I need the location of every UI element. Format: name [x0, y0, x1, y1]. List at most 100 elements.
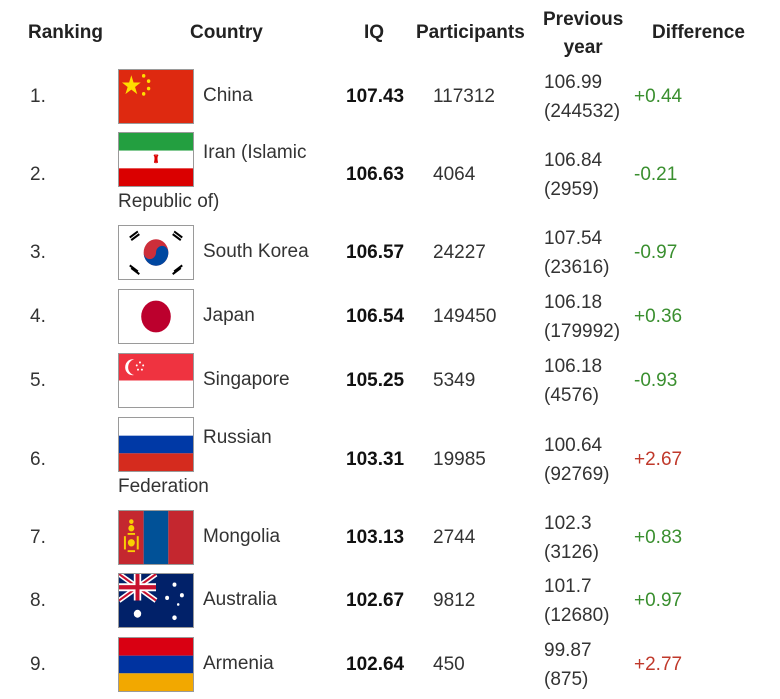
header-difference: Difference [652, 22, 745, 43]
previous-iq: 106.18 [544, 356, 603, 377]
australia-flag-icon [119, 574, 193, 627]
country-name-line1: South Korea [203, 241, 309, 262]
difference-cell: -0.97 [634, 242, 678, 263]
rank-cell: 7. [30, 527, 46, 548]
iq-cell: 106.54 [346, 306, 405, 327]
iq-cell: 106.63 [346, 164, 405, 185]
participants-cell: 450 [433, 654, 465, 675]
difference-cell: -0.21 [634, 164, 678, 185]
iran-flag [118, 132, 194, 187]
singapore-flag-icon [119, 354, 193, 407]
participants-cell: 5349 [433, 370, 476, 391]
japan-flag [118, 289, 194, 344]
country-name-line1: Iran (Islamic [203, 142, 307, 163]
previous-participants: (12680) [544, 605, 610, 626]
previous-year-cell: 101.7 (12680) [544, 572, 610, 630]
participants-cell: 2744 [433, 527, 476, 548]
previous-year-cell: 106.18 (179992) [544, 288, 620, 346]
difference-cell: -0.93 [634, 370, 678, 391]
header-previous-line1: Previous [543, 9, 624, 30]
participants-cell: 149450 [433, 306, 497, 327]
participants-cell: 4064 [433, 164, 476, 185]
difference-cell: +0.97 [634, 590, 683, 611]
previous-year-cell: 100.64 (92769) [544, 431, 610, 489]
previous-year-cell: 106.84 (2959) [544, 146, 602, 204]
country-name-line1: Russian [203, 427, 272, 448]
armenia-flag-icon [119, 638, 193, 691]
previous-iq: 101.7 [544, 576, 592, 597]
mongolia-flag-icon [119, 511, 193, 564]
participants-cell: 19985 [433, 449, 486, 470]
previous-iq: 107.54 [544, 228, 603, 249]
country-name-line1: Japan [203, 305, 255, 326]
previous-iq: 99.87 [544, 640, 592, 661]
iq-cell: 102.67 [346, 590, 405, 611]
header-participants: Participants [416, 22, 525, 43]
country-name-line2: Federation [118, 476, 209, 497]
russia-flag-icon [119, 418, 193, 471]
iq-cell: 107.43 [346, 86, 405, 107]
country-name-line1: China [203, 85, 253, 106]
previous-iq: 100.64 [544, 435, 603, 456]
previous-year-cell: 102.3 (3126) [544, 509, 599, 567]
south-korea-flag [118, 225, 194, 280]
previous-iq: 106.18 [544, 292, 603, 313]
country-name-line1: Armenia [203, 653, 274, 674]
previous-participants: (4576) [544, 385, 599, 406]
rank-cell: 6. [30, 449, 46, 470]
previous-year-cell: 106.99 (244532) [544, 68, 620, 126]
previous-iq: 106.99 [544, 72, 603, 93]
mongolia-flag [118, 510, 194, 565]
header-previous-line2: year [563, 37, 603, 58]
iq-cell: 105.25 [346, 370, 405, 391]
difference-cell: +2.77 [634, 654, 683, 675]
previous-participants: (179992) [544, 321, 621, 342]
rank-cell: 5. [30, 370, 46, 391]
previous-iq: 102.3 [544, 513, 592, 534]
rank-cell: 4. [30, 306, 46, 327]
rank-cell: 1. [30, 86, 46, 107]
difference-cell: +2.67 [634, 449, 683, 470]
previous-year-cell: 99.87 (875) [544, 636, 592, 694]
previous-participants: (875) [544, 669, 589, 690]
iran-flag-icon [119, 133, 193, 186]
header-previous-year: Previous year [543, 6, 623, 62]
singapore-flag [118, 353, 194, 408]
previous-year-cell: 107.54 (23616) [544, 224, 610, 282]
rank-cell: 8. [30, 590, 46, 611]
country-name-line1: Mongolia [203, 526, 281, 547]
country-name-line1: Australia [203, 589, 277, 610]
difference-cell: +0.83 [634, 527, 683, 548]
header-country: Country [190, 22, 263, 43]
iq-cell: 103.13 [346, 527, 405, 548]
previous-participants: (23616) [544, 257, 610, 278]
country-name-line1: Singapore [203, 369, 290, 390]
japan-flag-icon [119, 290, 193, 343]
south-korea-flag-icon [119, 226, 193, 279]
previous-iq: 106.84 [544, 150, 603, 171]
previous-participants: (3126) [544, 542, 599, 563]
participants-cell: 117312 [433, 86, 495, 107]
iq-cell: 106.57 [346, 242, 405, 263]
previous-participants: (2959) [544, 179, 599, 200]
country-name-line2: Republic of) [118, 191, 220, 212]
iq-cell: 103.31 [346, 449, 405, 470]
difference-cell: +0.44 [634, 86, 683, 107]
china-flag [118, 69, 194, 124]
armenia-flag [118, 637, 194, 692]
header-ranking: Ranking [28, 22, 103, 43]
china-flag-icon [119, 70, 193, 123]
iq-cell: 102.64 [346, 654, 405, 675]
rank-cell: 9. [30, 654, 46, 675]
participants-cell: 24227 [433, 242, 486, 263]
previous-participants: (92769) [544, 464, 610, 485]
australia-flag [118, 573, 194, 628]
rank-cell: 3. [30, 242, 46, 263]
russia-flag [118, 417, 194, 472]
difference-cell: +0.36 [634, 306, 683, 327]
rank-cell: 2. [30, 164, 46, 185]
participants-cell: 9812 [433, 590, 476, 611]
header-iq: IQ [364, 22, 385, 43]
previous-year-cell: 106.18 (4576) [544, 352, 602, 410]
previous-participants: (244532) [544, 101, 621, 122]
